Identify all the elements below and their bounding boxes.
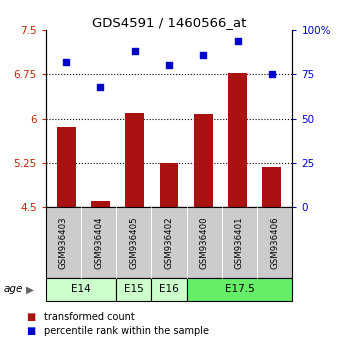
Bar: [125, 113, 144, 207]
Text: percentile rank within the sample: percentile rank within the sample: [44, 326, 209, 336]
Bar: [194, 114, 213, 207]
Point: [132, 48, 138, 54]
Text: GSM936404: GSM936404: [94, 216, 103, 269]
Text: E14: E14: [71, 284, 91, 295]
Bar: [160, 163, 178, 207]
Text: ▶: ▶: [26, 284, 34, 295]
Bar: [262, 167, 281, 207]
Point: [166, 63, 172, 68]
Text: E16: E16: [159, 284, 179, 295]
Text: E17.5: E17.5: [225, 284, 255, 295]
Text: transformed count: transformed count: [44, 312, 135, 322]
Text: GSM936401: GSM936401: [235, 216, 244, 269]
Text: GSM936406: GSM936406: [270, 216, 279, 269]
Text: GSM936400: GSM936400: [200, 216, 209, 269]
Bar: [228, 73, 247, 207]
Point: [98, 84, 103, 90]
Text: E15: E15: [124, 284, 144, 295]
Text: ■: ■: [26, 312, 35, 322]
Point: [200, 52, 206, 58]
Text: GSM936402: GSM936402: [165, 216, 173, 269]
Title: GDS4591 / 1460566_at: GDS4591 / 1460566_at: [92, 16, 246, 29]
Bar: [91, 201, 110, 207]
Point: [269, 72, 274, 77]
Point: [64, 59, 69, 65]
Text: GSM936403: GSM936403: [59, 216, 68, 269]
Point: [235, 38, 240, 44]
Text: ■: ■: [26, 326, 35, 336]
Text: GSM936405: GSM936405: [129, 216, 138, 269]
Text: age: age: [3, 284, 23, 295]
Bar: [57, 127, 76, 207]
